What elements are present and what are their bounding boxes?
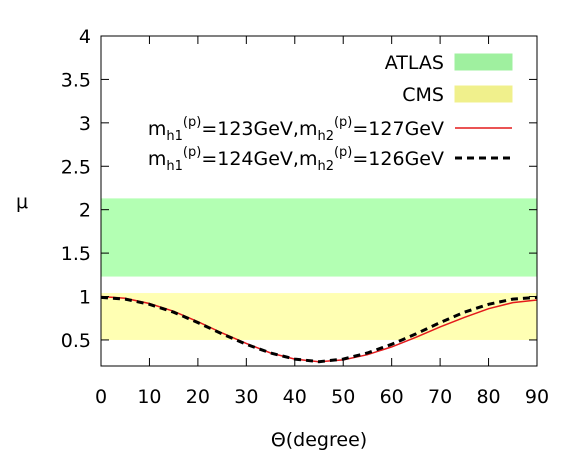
plot-frame xyxy=(100,35,538,367)
bands-layer xyxy=(101,198,537,340)
y-tick-label: 2.5 xyxy=(61,156,91,178)
y-tick-label: 4 xyxy=(79,26,91,48)
y-axis-label: μ xyxy=(16,191,28,213)
band-atlas xyxy=(101,198,537,277)
y-tick-label: 2 xyxy=(79,200,91,222)
legend-label-cms: CMS xyxy=(402,84,444,106)
legend-swatch-cms xyxy=(454,85,513,103)
y-tick-label: 3 xyxy=(79,113,91,135)
x-tick-label: 50 xyxy=(331,386,355,408)
x-tick-label: 80 xyxy=(476,386,500,408)
x-tick-label: 10 xyxy=(137,386,161,408)
series-line-2 xyxy=(100,295,538,364)
legend-label-series-1: mh1(p)=123GeV,mh2(p)=127GeV xyxy=(148,115,444,144)
x-tick-label: 30 xyxy=(234,386,258,408)
y-tick-label: 1.5 xyxy=(61,243,91,265)
x-tick-label: 0 xyxy=(95,386,107,408)
legend: ATLAS CMS mh1(p)=123GeV,mh2(p)=127GeVmh1(p… xyxy=(148,52,513,174)
x-tick-label: 90 xyxy=(525,386,549,408)
x-tick-label: 70 xyxy=(428,386,452,408)
x-tick-label: 20 xyxy=(186,386,210,408)
series-layer xyxy=(100,295,538,364)
legend-label-series-2: mh1(p)=124GeV,mh2(p)=126GeV xyxy=(148,145,444,174)
legend-label-atlas: ATLAS xyxy=(385,52,444,74)
legend-swatch-atlas xyxy=(454,53,513,71)
x-axis-label: Θ(degree) xyxy=(271,429,367,451)
band-cms xyxy=(101,293,537,340)
x-tick-label: 40 xyxy=(283,386,307,408)
y-tick-label: 0.5 xyxy=(61,330,91,352)
x-tick-label: 60 xyxy=(380,386,404,408)
ticks-layer: 0 10 20 30 40 50 60 70 80 90 0.5 1 1.5 2 2.5 3 3.5 4 xyxy=(61,26,549,408)
y-tick-label: 3.5 xyxy=(61,69,91,91)
y-tick-label: 1 xyxy=(79,287,91,309)
